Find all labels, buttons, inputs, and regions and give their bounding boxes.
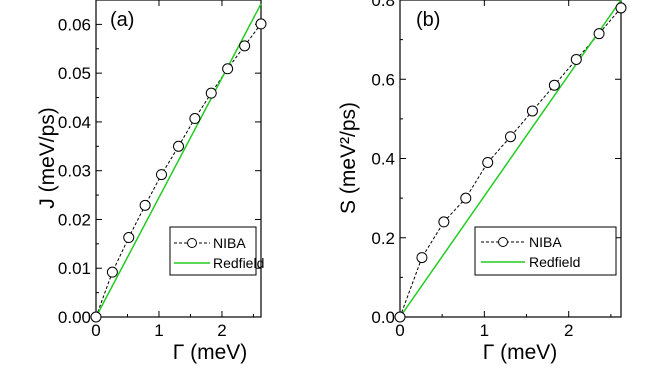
panel-a-ytick-label: 0.00 — [58, 308, 91, 327]
panel-a-redfield-line — [95, 3, 262, 318]
panel-a-ytick-label: 0.06 — [58, 15, 91, 34]
panel-b-niba-point — [526, 105, 538, 117]
panel-a-niba-point — [106, 266, 118, 278]
panel-b-niba-point — [416, 252, 428, 264]
panel-b-ticks: 0.0 0.2 0.4 0.6 0.8 0 1 2 — [371, 0, 621, 340]
panel-a-niba-point — [189, 113, 201, 125]
panel-b-niba-point — [438, 216, 450, 228]
panel-b-niba-point — [460, 192, 472, 204]
panel-b-legend: NIBA Redfield — [474, 226, 617, 276]
panel-b-ytick-label: 0.2 — [371, 229, 395, 248]
panel-a-ytick-label: 0.05 — [58, 64, 91, 83]
panel-b-xtick-label: 1 — [480, 321, 489, 340]
panel-a-legend-niba-label: NIBA — [213, 235, 246, 251]
panel-a-legend: NIBA Redfield — [169, 226, 264, 276]
panel-b-ytick-label: 0.8 — [371, 0, 395, 10]
panel-b-ytick-label: 0.6 — [371, 70, 395, 89]
panel-b-legend-redfield-label: Redfield — [529, 254, 580, 270]
panel-a-niba-point — [173, 140, 184, 152]
panel-b-legend-niba-label: NIBA — [529, 234, 562, 250]
panel-a-ytick-label: 0.01 — [58, 259, 91, 278]
panel-a-ytick-label: 0.03 — [58, 162, 91, 181]
panel-b-xtick-label: 2 — [564, 321, 573, 340]
panel-b-niba-point — [505, 131, 516, 143]
panel-b-legend-niba-marker — [498, 237, 508, 247]
panel-a-legend-box — [169, 226, 257, 276]
panel-a-label: (a) — [110, 9, 134, 31]
panel-a-xtick-label: 1 — [154, 321, 163, 340]
panel-a-ytick-label: 0.04 — [58, 113, 91, 132]
panel-b-niba-point — [548, 79, 560, 91]
panel-a-ticks: 0.00 0.01 0.02 0.03 0.04 0.05 0.06 0 1 2 — [58, 0, 261, 340]
panel-a-niba-point — [255, 18, 267, 30]
panel-a: 0.00 0.01 0.02 0.03 0.04 0.05 0.06 0 1 2 (a) J (m… — [36, 0, 267, 364]
panel-a-niba-point — [155, 169, 167, 181]
panel-b-legend-box — [474, 226, 617, 276]
panel-a-plot-frame — [95, 0, 262, 318]
panel-b-niba-point — [570, 53, 582, 65]
panel-b-niba-line — [399, 7, 622, 318]
panel-a-ytick-label: 0.02 — [58, 210, 91, 229]
panel-b-series — [394, 0, 627, 323]
panel-a-legend-niba-marker — [187, 238, 197, 248]
panel-a-niba-point — [123, 232, 135, 244]
panel-b-ylabel: S (meV²/ps) — [337, 102, 360, 214]
panel-a-niba-point — [222, 63, 234, 75]
panel-b-xtick-label: 0 — [395, 321, 404, 340]
panel-b-niba-point — [394, 311, 406, 323]
panel-a-niba-line — [95, 23, 262, 318]
panel-b-niba-point — [482, 156, 494, 168]
panel-a-legend-redfield-label: Redfield — [213, 255, 264, 271]
panel-a-axes-box — [95, 0, 262, 318]
panel-a-xtick-label: 0 — [91, 321, 100, 340]
panel-a-niba-point — [90, 311, 102, 323]
panel-b-ytick-label: 0.0 — [371, 308, 395, 327]
panel-a-niba-point — [205, 87, 217, 99]
panel-b-xlabel: Γ (meV) — [483, 341, 558, 364]
panel-b-ytick-label: 0.4 — [371, 150, 395, 169]
panel-b-niba-point — [615, 2, 627, 14]
panel-b: 0.0 0.2 0.4 0.6 0.8 0 1 2 (b) S (meV²/ps) Γ (me… — [337, 0, 627, 364]
panel-a-niba-point — [239, 40, 251, 52]
panel-a-niba-point — [139, 199, 151, 211]
panel-a-ylabel: J (meV/ps) — [36, 107, 59, 209]
panel-b-label: (b) — [416, 9, 440, 31]
panel-a-xtick-label: 2 — [217, 321, 226, 340]
panel-b-redfield-line — [399, 0, 622, 318]
panel-a-xlabel: Γ (meV) — [173, 341, 248, 364]
panel-a-series — [90, 3, 267, 323]
panel-b-niba-point — [593, 28, 605, 40]
